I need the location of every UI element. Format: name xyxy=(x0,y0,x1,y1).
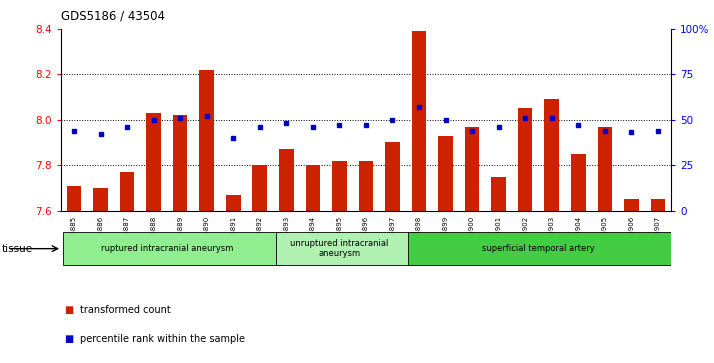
Bar xyxy=(279,149,293,211)
Bar xyxy=(253,165,267,211)
Bar xyxy=(358,160,373,211)
Bar xyxy=(276,232,413,265)
Bar xyxy=(491,176,506,211)
Bar xyxy=(598,127,612,211)
Bar xyxy=(412,31,426,211)
Bar xyxy=(385,142,400,211)
Bar xyxy=(120,172,134,211)
Bar xyxy=(66,185,81,211)
Bar xyxy=(544,99,559,211)
Text: ■: ■ xyxy=(64,334,74,344)
Text: transformed count: transformed count xyxy=(80,305,171,315)
Bar xyxy=(173,115,188,211)
Bar xyxy=(94,188,108,211)
Bar xyxy=(306,165,320,211)
Bar xyxy=(650,199,665,211)
Bar xyxy=(332,160,347,211)
Bar xyxy=(571,154,585,211)
Bar xyxy=(408,232,679,265)
Text: percentile rank within the sample: percentile rank within the sample xyxy=(80,334,245,344)
Bar xyxy=(199,70,214,211)
Text: ruptured intracranial aneurysm: ruptured intracranial aneurysm xyxy=(101,244,233,253)
Text: GDS5186 / 43504: GDS5186 / 43504 xyxy=(61,9,165,22)
Bar xyxy=(465,127,479,211)
Text: tissue: tissue xyxy=(2,244,34,254)
Bar xyxy=(64,232,281,265)
Bar xyxy=(438,136,453,211)
Bar xyxy=(624,199,638,211)
Bar xyxy=(226,195,241,211)
Bar xyxy=(146,113,161,211)
Text: unruptured intracranial
aneurysm: unruptured intracranial aneurysm xyxy=(290,239,388,258)
Bar xyxy=(518,109,533,211)
Text: ■: ■ xyxy=(64,305,74,315)
Text: superficial temporal artery: superficial temporal artery xyxy=(482,244,595,253)
